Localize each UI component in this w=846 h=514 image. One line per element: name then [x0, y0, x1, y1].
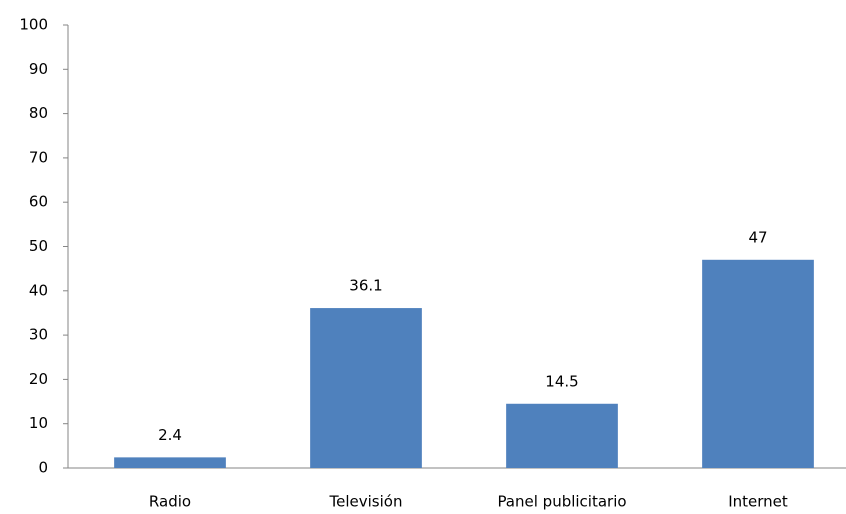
y-tick-label: 80 — [29, 104, 48, 122]
bar — [506, 403, 618, 468]
y-tick-label: 60 — [29, 193, 48, 211]
bar — [702, 259, 814, 468]
bar — [114, 457, 226, 468]
bar — [310, 308, 422, 468]
y-tick-label: 10 — [29, 414, 48, 432]
x-tick-label: Internet — [728, 493, 788, 511]
y-tick-label: 90 — [29, 60, 48, 78]
y-tick-label: 0 — [38, 459, 48, 477]
x-tick-label: Panel publicitario — [497, 493, 626, 511]
y-tick-label: 100 — [19, 16, 48, 34]
y-tick-label: 30 — [29, 326, 48, 344]
x-tick-label: Radio — [149, 493, 191, 511]
y-tick-label: 20 — [29, 370, 48, 388]
data-label: 14.5 — [545, 372, 578, 390]
y-tick-label: 40 — [29, 281, 48, 299]
y-tick-label: 70 — [29, 148, 48, 166]
data-label: 36.1 — [349, 277, 382, 295]
data-label: 47 — [748, 228, 767, 246]
x-tick-label: Televisión — [329, 493, 403, 511]
data-label: 2.4 — [158, 426, 182, 444]
y-tick-label: 50 — [29, 237, 48, 255]
